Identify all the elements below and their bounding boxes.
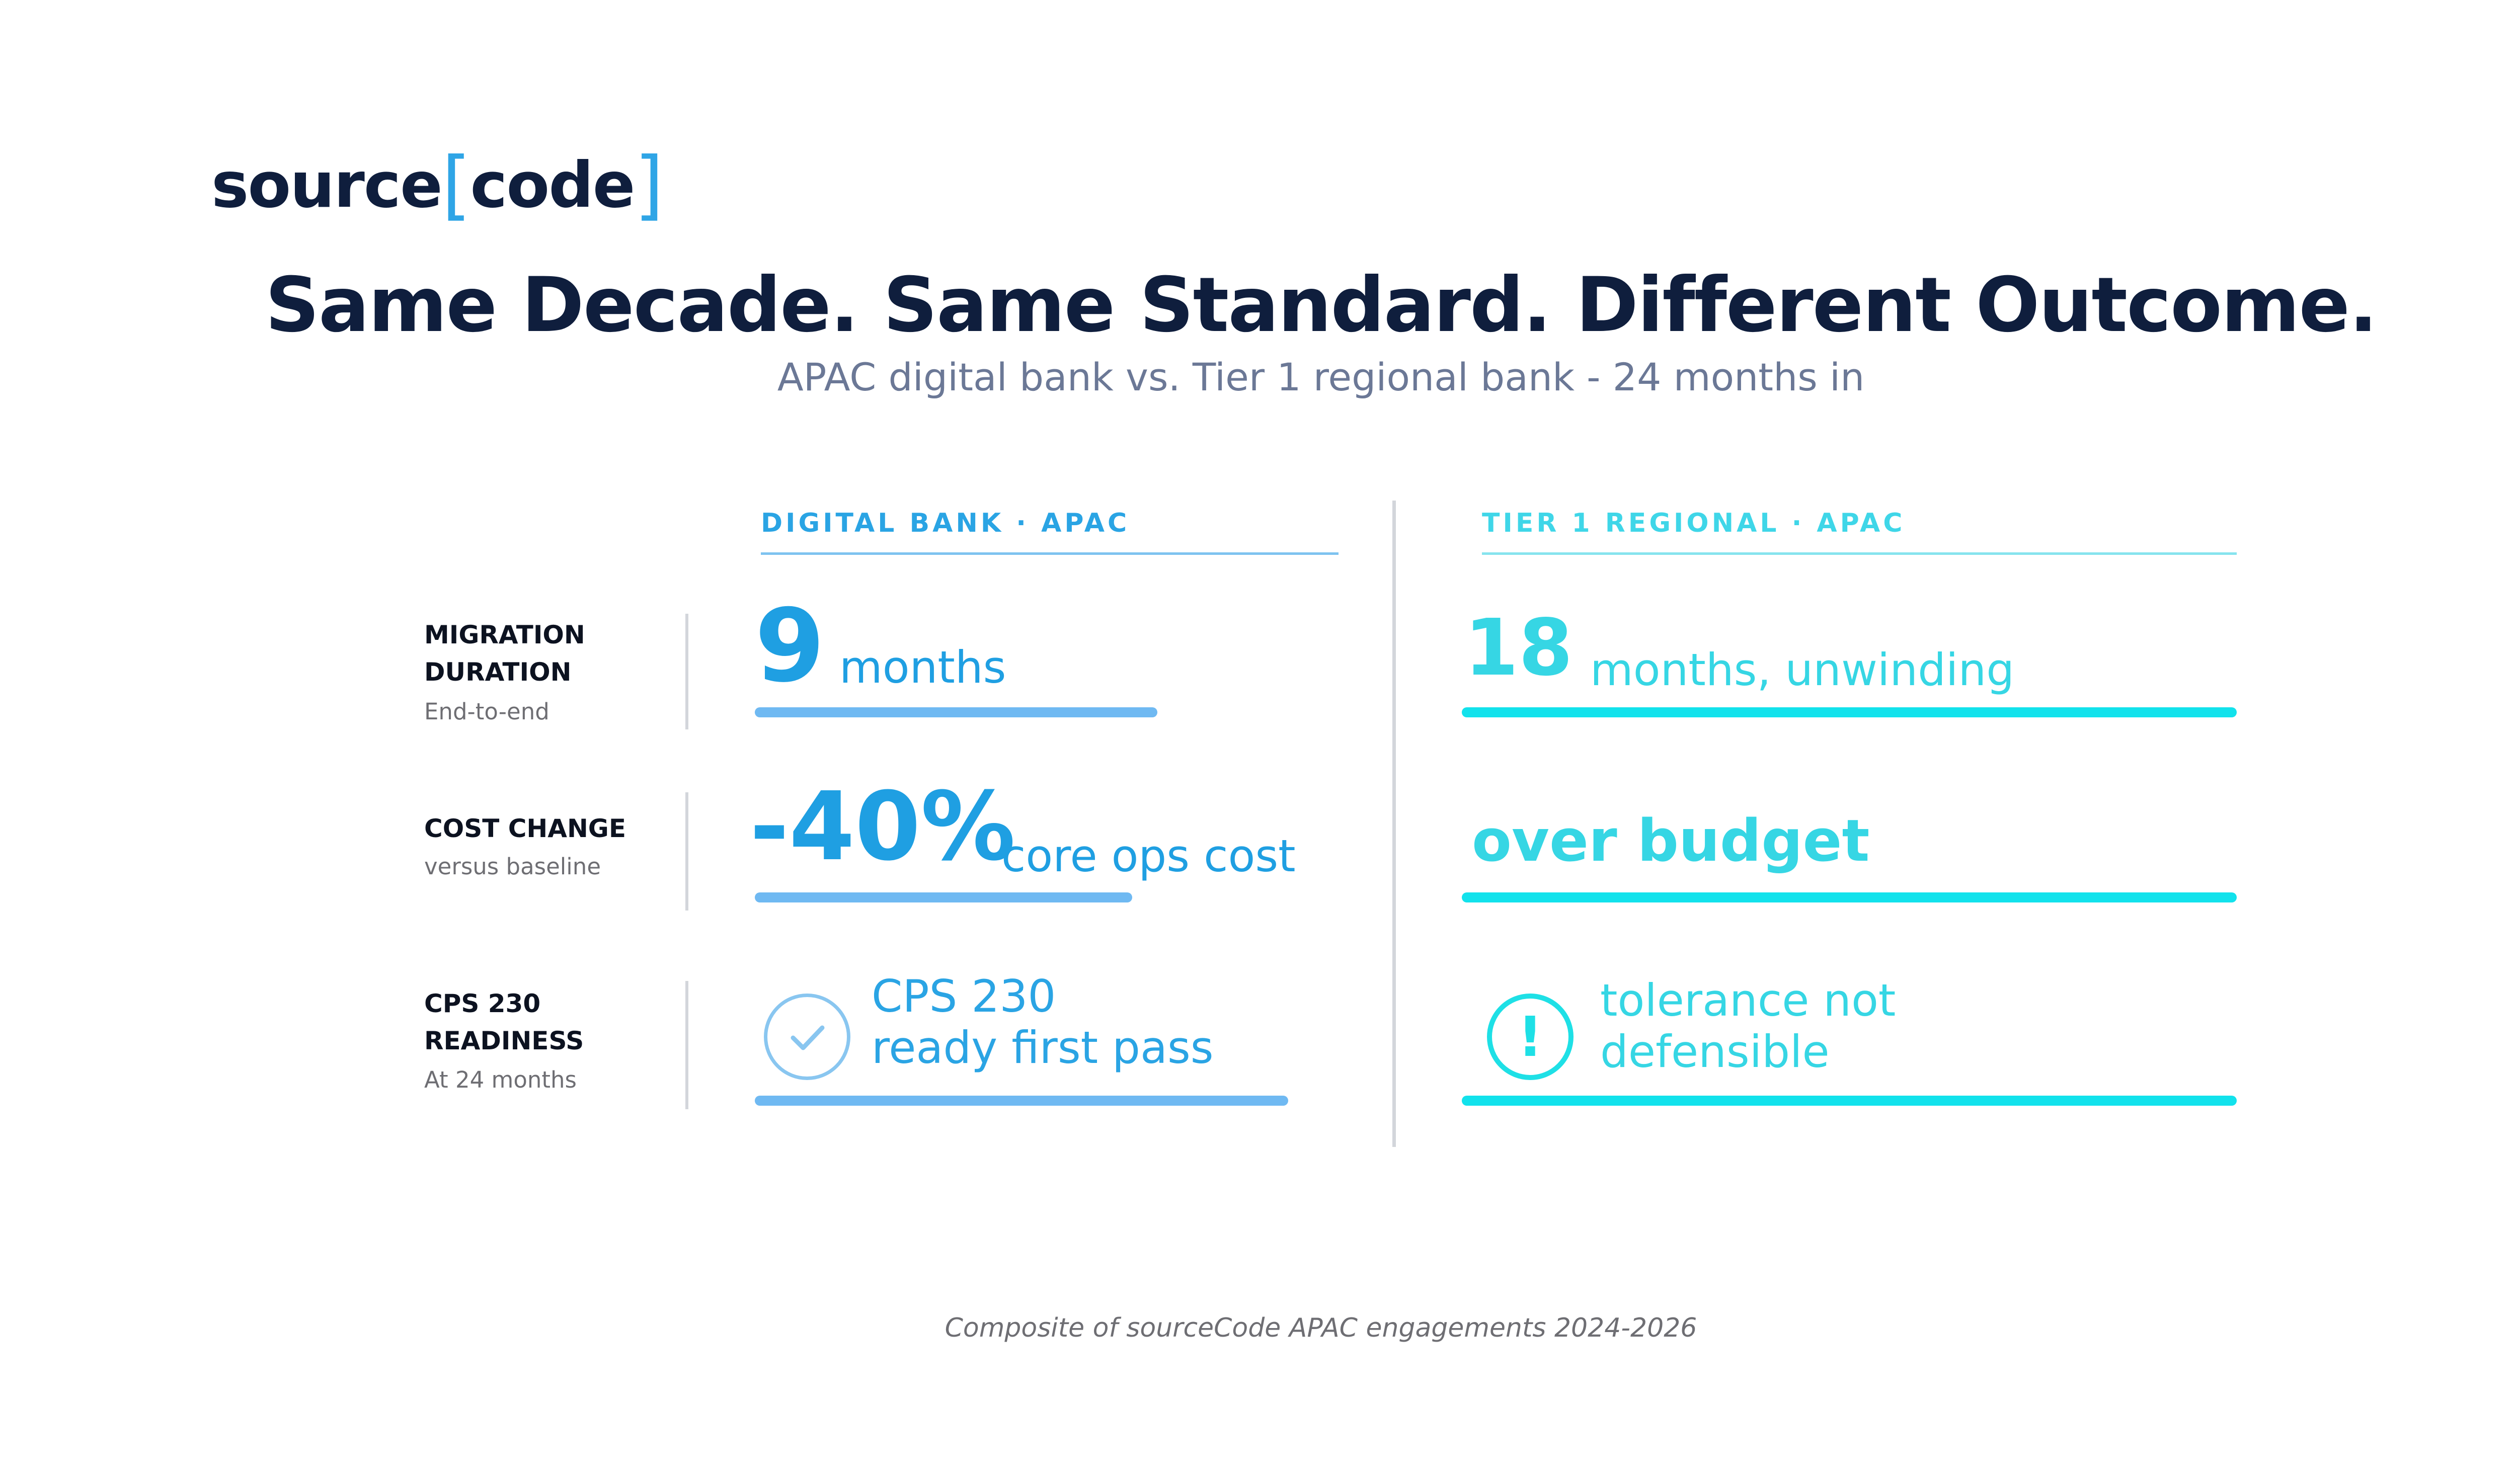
tier1-duration-text: months, unwinding [1590, 644, 2015, 696]
digital-cps230-text: CPS 230 ready first pass [872, 971, 1214, 1074]
row-divider-migration-duration [685, 614, 688, 729]
column-divider [1392, 501, 1396, 1147]
column-header-digital-rule [761, 552, 1339, 555]
row-divider-cps230-readiness [685, 981, 688, 1109]
row-sublabel-cost-change: versus baseline [424, 853, 601, 880]
row-sublabel-cps230-readiness: At 24 months [424, 1066, 577, 1093]
digital-cost-text: core ops cost [1001, 830, 1296, 882]
tier1-cps230-bar [1462, 1096, 2237, 1106]
row-label-migration-duration: MIGRATION DURATION [424, 616, 585, 691]
tier1-cps230-line2: defensible [1600, 1026, 1830, 1078]
row-label-line1: MIGRATION [424, 620, 585, 649]
tier1-cps230-line1: tolerance not [1600, 974, 1896, 1026]
digital-cps230-line1: CPS 230 [872, 970, 1056, 1022]
logo-open-bracket: [ [441, 141, 471, 229]
column-header-digital: DIGITAL BANK · APAC [761, 508, 1130, 538]
brand-logo: source [ code ] [211, 141, 664, 229]
row-label-cost-change: COST CHANGE [424, 810, 626, 847]
row-divider-cost-change [685, 792, 688, 911]
tier1-duration-bar [1462, 707, 2237, 717]
tier1-duration-value: 18 [1464, 602, 1573, 693]
tier1-cost-bar [1462, 892, 2237, 902]
page-subtitle: APAC digital bank vs. Tier 1 regional ba… [777, 355, 1865, 399]
row-sublabel-migration-duration: End-to-end [424, 698, 549, 725]
row-label-line1: COST CHANGE [424, 814, 626, 843]
digital-cost-value: -40% [750, 772, 1016, 882]
logo-word-source: source [211, 148, 443, 222]
column-header-tier1-rule [1482, 552, 2237, 555]
footnote: Composite of sourceCode APAC engagements… [945, 1313, 1697, 1343]
tier1-cps230-text: tolerance not defensible [1600, 975, 1896, 1078]
digital-cps230-bar [755, 1096, 1288, 1106]
warning-icon: ! [1487, 994, 1574, 1080]
exclamation-mark: ! [1517, 1005, 1543, 1069]
tier1-cost-value: over budget [1472, 807, 1870, 875]
row-label-line2: READINESS [424, 1026, 584, 1055]
check-icon [764, 994, 850, 1080]
row-label-cps230-readiness: CPS 230 READINESS [424, 985, 584, 1059]
check-mark [791, 1025, 825, 1050]
logo-close-bracket: ] [634, 141, 664, 229]
column-header-tier1: TIER 1 REGIONAL · APAC [1482, 508, 1906, 538]
row-label-line1: CPS 230 [424, 989, 541, 1018]
page-title: Same Decade. Same Standard. Different Ou… [265, 262, 2378, 349]
digital-duration-text: months [839, 641, 1006, 693]
digital-cost-bar [755, 892, 1132, 902]
digital-cps230-line2: ready first pass [872, 1022, 1214, 1074]
logo-word-code: code [470, 148, 635, 222]
digital-duration-bar [755, 707, 1157, 717]
row-label-line2: DURATION [424, 657, 572, 687]
digital-duration-value: 9 [755, 588, 825, 705]
